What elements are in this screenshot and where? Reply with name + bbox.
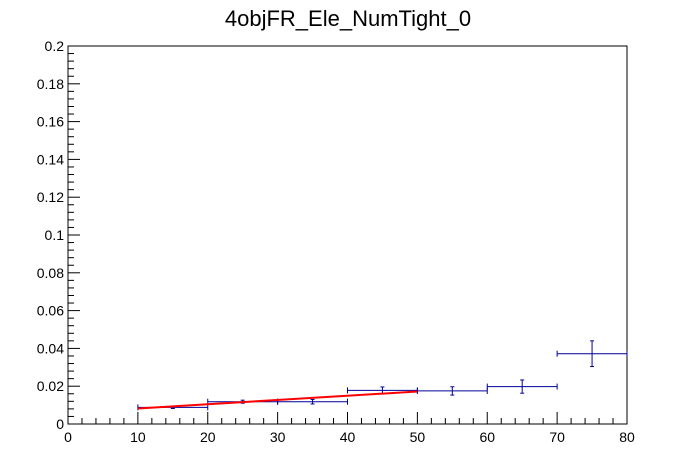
x-tick-label: 20 <box>200 429 216 445</box>
x-tick-label: 80 <box>619 429 635 445</box>
fit-layer <box>137 390 418 410</box>
data-point <box>556 340 628 368</box>
y-tick-label: 0 <box>56 416 64 432</box>
x-tick-label: 10 <box>130 429 146 445</box>
x-tick-label: 40 <box>340 429 356 445</box>
chart-title: 4objFR_Ele_NumTight_0 <box>224 6 472 31</box>
y-tick-label: 0.06 <box>37 303 64 319</box>
data-layer <box>137 340 628 411</box>
y-tick-label: 0.04 <box>37 340 64 356</box>
x-tick-label: 60 <box>479 429 495 445</box>
y-tick-label: 0.14 <box>37 151 64 167</box>
plot-frame <box>67 45 628 425</box>
x-tick-label: 0 <box>64 429 72 445</box>
y-axis: 0 0.02 0.04 0.06 0.08 0.1 0.12 0.14 0.16 0.18 0.2 <box>37 38 80 432</box>
data-point <box>486 379 558 394</box>
x-axis: 0 10 20 30 40 50 60 70 80 <box>64 412 635 445</box>
x-tick-label: 30 <box>270 429 286 445</box>
fit-line <box>137 390 418 410</box>
y-tick-label: 0.2 <box>45 38 65 54</box>
data-point <box>416 386 488 396</box>
y-tick-label: 0.18 <box>37 76 64 92</box>
x-tick-label: 70 <box>549 429 565 445</box>
y-tick-label: 0.02 <box>37 378 64 394</box>
y-tick-label: 0.08 <box>37 265 64 281</box>
y-tick-label: 0.1 <box>45 227 65 243</box>
y-tick-label: 0.12 <box>37 189 64 205</box>
x-tick-label: 50 <box>410 429 426 445</box>
y-tick-label: 0.16 <box>37 114 64 130</box>
